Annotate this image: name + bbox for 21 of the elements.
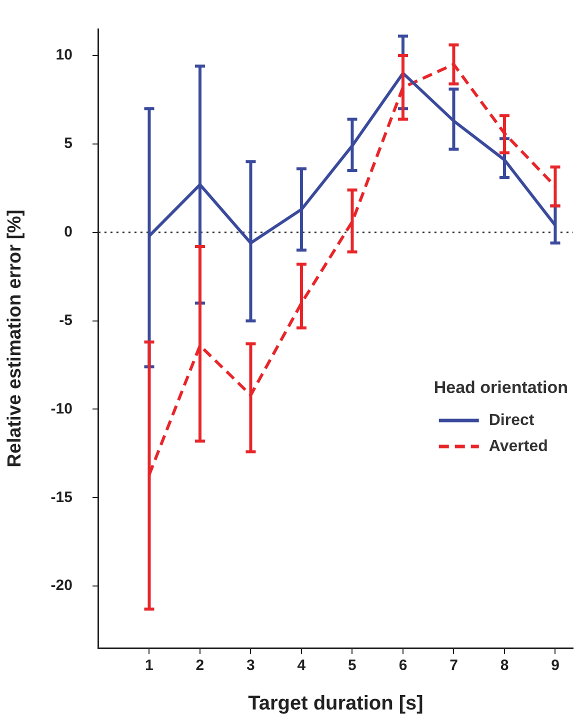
y-tick-label: -20	[50, 577, 72, 594]
legend-label: Averted	[488, 438, 548, 455]
y-tick-label: 0	[64, 224, 72, 241]
x-tick-label: 9	[551, 657, 560, 674]
x-tick-label: 3	[246, 657, 255, 674]
y-tick-label: -10	[50, 400, 72, 418]
x-tick-label: 6	[398, 657, 408, 674]
x-tick-label: 2	[196, 657, 204, 674]
legend-label: Direct	[488, 412, 535, 429]
x-tick-label: 4	[297, 657, 306, 674]
legend-title: Head orientation	[434, 378, 568, 398]
y-axis-title: Relative estimation error [%]	[4, 210, 26, 468]
y-tick-label: -5	[59, 312, 72, 329]
x-tick-label: 7	[450, 657, 458, 674]
y-tick-label: 10	[56, 46, 72, 64]
x-tick-label: 5	[348, 657, 356, 674]
y-tick-label: 5	[64, 135, 72, 152]
x-tick-label: 1	[145, 657, 154, 674]
x-axis-title: Target duration [s]	[248, 692, 424, 715]
x-tick-label: 8	[500, 657, 509, 674]
y-tick-label: -15	[50, 488, 72, 506]
